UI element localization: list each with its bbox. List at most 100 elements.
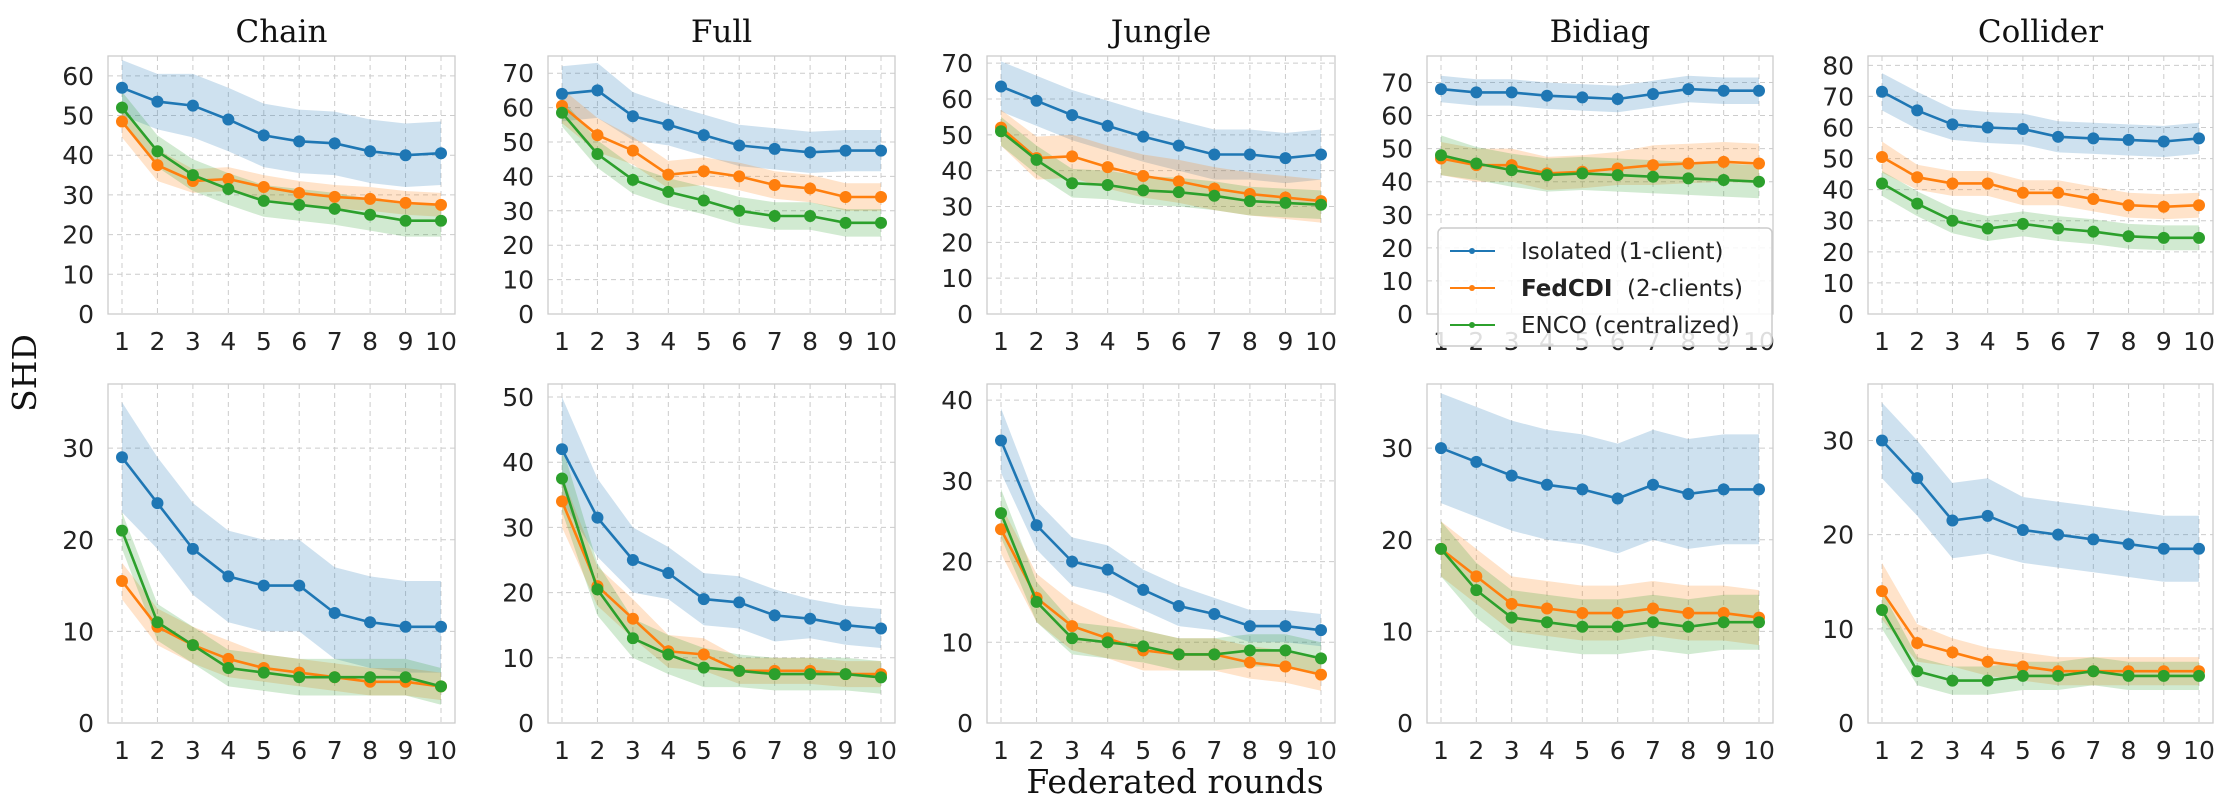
y-tick-label: 0 [518, 709, 534, 738]
y-tick-label: 70 [1381, 68, 1413, 97]
x-tick-label: 1 [1433, 736, 1449, 765]
x-tick-label: 7 [1206, 327, 1222, 356]
x-tick-label: 5 [2015, 736, 2031, 765]
point-enco [804, 209, 817, 222]
point-fedcdi [222, 173, 235, 186]
panel-title: Jungle [1108, 14, 1211, 50]
point-enco [186, 639, 199, 652]
point-enco [1172, 186, 1185, 199]
y-tick-label: 60 [1381, 102, 1413, 131]
band-fedcdi [562, 88, 881, 211]
point-isolated [697, 129, 710, 142]
point-enco [1315, 198, 1327, 211]
x-tick-label: 5 [696, 736, 712, 765]
point-enco [116, 101, 128, 114]
legend-item-enco: ENCO (centralized) [1450, 313, 1740, 339]
point-enco [151, 616, 164, 629]
point-isolated [186, 99, 199, 112]
line-fedcdi [1440, 547, 1760, 619]
point-enco [875, 216, 887, 229]
x-tick-label: 5 [1135, 327, 1151, 356]
point-fedcdi [733, 170, 746, 183]
point-isolated [1435, 83, 1447, 96]
point-fedcdi [435, 198, 447, 211]
y-tick-label: 10 [1381, 267, 1413, 296]
point-fedcdi [1470, 570, 1483, 583]
x-tick-label: 4 [1100, 327, 1116, 356]
point-isolated [1717, 483, 1730, 496]
point-enco [662, 648, 675, 661]
x-tick-label: 9 [398, 327, 414, 356]
point-isolated [591, 84, 604, 97]
point-isolated [293, 579, 306, 592]
point-isolated [2087, 132, 2100, 145]
band-enco [1441, 521, 1759, 655]
point-enco [1717, 616, 1730, 629]
x-tick-label: 3 [1064, 736, 1080, 765]
x-tick-label: 9 [2156, 736, 2172, 765]
band-enco [122, 91, 441, 237]
point-enco [1208, 189, 1221, 202]
x-tick-label: 7 [1645, 736, 1661, 765]
point-isolated [839, 619, 852, 632]
point-isolated [733, 596, 746, 609]
point-fedcdi [2052, 186, 2065, 199]
x-tick-label: 6 [1171, 327, 1187, 356]
point-isolated [626, 110, 639, 123]
point-enco [222, 182, 235, 195]
point-fedcdi [626, 612, 639, 625]
point-enco [1243, 644, 1256, 657]
line-enco [999, 512, 1322, 660]
point-enco [2087, 665, 2100, 678]
line-fedcdi [1880, 590, 2199, 673]
x-tick-label: 7 [2085, 327, 2101, 356]
x-tick-label: 10 [425, 736, 457, 765]
x-tick-label: 7 [1206, 736, 1222, 765]
point-fedcdi [1876, 585, 1888, 598]
line-fedcdi [560, 500, 881, 676]
point-fedcdi [1981, 177, 1994, 190]
y-tick-label: 30 [502, 513, 534, 542]
x-tick-label: 10 [2183, 736, 2215, 765]
point-enco [257, 194, 270, 207]
band-enco [562, 445, 881, 694]
point-fedcdi [1576, 607, 1589, 620]
point-enco [1647, 170, 1659, 183]
x-tick-label: 8 [362, 327, 378, 356]
point-enco [875, 671, 887, 684]
point-isolated [804, 146, 817, 159]
band-isolated [122, 402, 441, 673]
point-fedcdi [222, 652, 235, 665]
plot-area [1867, 55, 2214, 315]
x-tick-label: 5 [1135, 736, 1151, 765]
y-tick-label: 20 [1822, 238, 1854, 267]
y-tick-label: 40 [502, 162, 534, 191]
x-tick-label: 7 [767, 736, 783, 765]
line-isolated [1881, 439, 2199, 551]
point-isolated [1066, 555, 1079, 568]
svg-text:FedCDI (2-clients): FedCDI (2-clients) [1521, 276, 1743, 302]
x-tick-label: 6 [1610, 736, 1626, 765]
band-isolated [1882, 73, 2199, 157]
point-fedcdi [1946, 646, 1959, 659]
y-tick-label: 0 [1838, 300, 1854, 329]
point-isolated [1981, 121, 1994, 134]
point-isolated [626, 554, 639, 567]
line-enco [1881, 182, 2199, 240]
point-enco [1243, 195, 1256, 208]
band-isolated [1001, 61, 1321, 184]
y-tick-label: 40 [1822, 176, 1854, 205]
line-isolated [1881, 90, 2200, 143]
y-tick-label: 20 [1381, 526, 1413, 555]
point-isolated [293, 135, 306, 148]
line-isolated [1440, 87, 1759, 101]
x-tick-label: 2 [1909, 327, 1925, 356]
point-isolated [995, 434, 1007, 447]
point-enco [1315, 652, 1327, 665]
point-enco [1101, 179, 1114, 191]
x-tick-label: 1 [554, 736, 570, 765]
point-enco [2157, 231, 2170, 244]
point-isolated [875, 144, 887, 157]
